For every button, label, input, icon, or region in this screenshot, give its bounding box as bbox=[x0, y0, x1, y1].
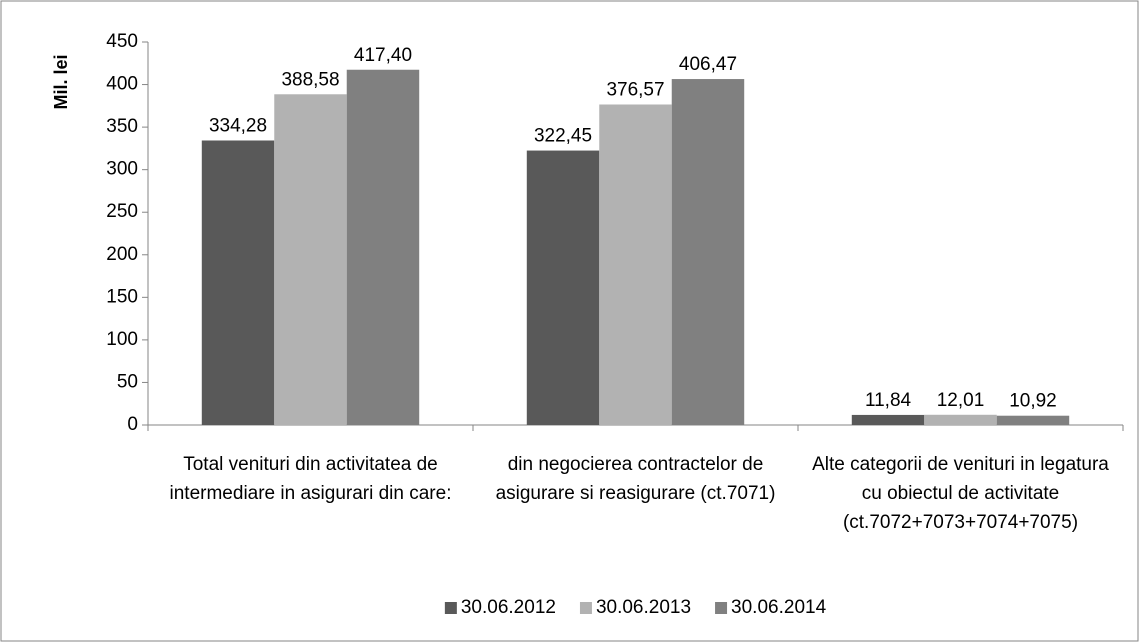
legend-label: 30.06.2012 bbox=[461, 597, 556, 618]
bar bbox=[996, 415, 1070, 425]
x-tick-label: Total venituri din activitatea de interme… bbox=[170, 454, 452, 504]
bar bbox=[851, 414, 925, 425]
y-axis-label: Mil. lei bbox=[51, 54, 71, 109]
legend-label: 30.06.2013 bbox=[596, 597, 691, 618]
y-tick-label: 150 bbox=[106, 286, 138, 307]
value-label: 334,28 bbox=[209, 116, 267, 137]
y-tick-label: 450 bbox=[106, 31, 138, 52]
y-tick-label: 50 bbox=[117, 371, 138, 392]
bar bbox=[924, 414, 997, 425]
value-label: 376,57 bbox=[606, 80, 664, 101]
bar bbox=[599, 104, 672, 426]
legend-swatch bbox=[579, 602, 592, 614]
legend-label: 30.06.2014 bbox=[731, 597, 827, 618]
y-tick-label: 0 bbox=[127, 414, 138, 435]
value-label: 322,45 bbox=[534, 126, 592, 147]
bar bbox=[346, 69, 420, 426]
value-label: 388,58 bbox=[281, 69, 339, 90]
x-tick-label: din negocierea contractelor de asigurare … bbox=[496, 454, 776, 504]
value-label: 406,47 bbox=[679, 54, 737, 75]
legend-swatch bbox=[715, 602, 728, 614]
value-label: 11,84 bbox=[865, 390, 912, 411]
y-tick-label: 100 bbox=[106, 329, 138, 350]
y-tick-label: 400 bbox=[106, 74, 138, 95]
x-tick-label: Alte categorii de venituri in legatura cu… bbox=[812, 454, 1109, 533]
y-tick-label: 300 bbox=[106, 159, 138, 180]
bar bbox=[526, 150, 600, 426]
y-tick-label: 350 bbox=[106, 116, 138, 137]
y-tick-label: 200 bbox=[106, 244, 138, 265]
bar bbox=[671, 79, 745, 426]
bar bbox=[201, 140, 275, 425]
legend-swatch bbox=[444, 602, 457, 614]
value-label: 10,92 bbox=[1009, 391, 1057, 412]
y-tick-label: 250 bbox=[106, 201, 138, 222]
value-label: 12,01 bbox=[937, 390, 985, 411]
value-label: 417,40 bbox=[354, 45, 412, 66]
bar bbox=[274, 94, 347, 426]
